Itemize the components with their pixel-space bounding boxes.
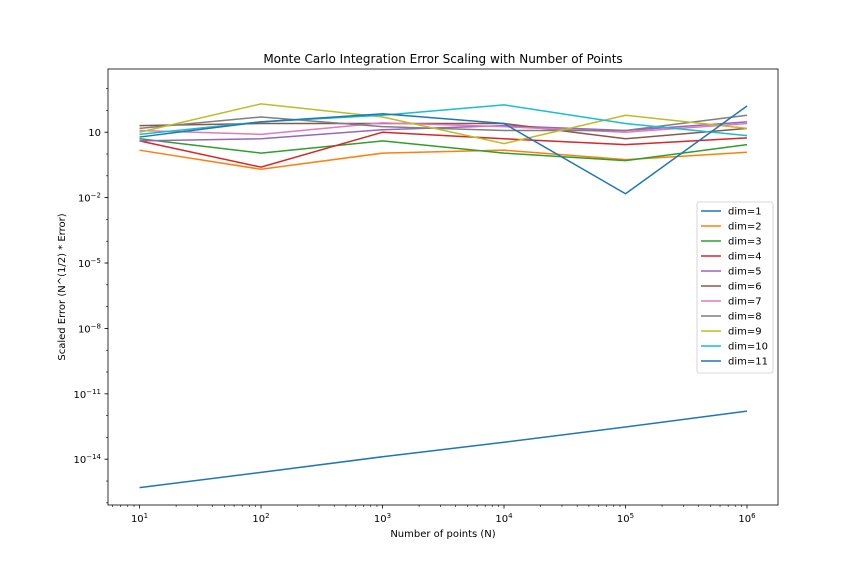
series-line-7	[139, 122, 748, 136]
legend-label: dim=8	[728, 312, 762, 323]
series-line-1	[139, 410, 748, 489]
x-tick-label: 102	[252, 512, 269, 525]
x-axis: 101 102 103 104 105 106	[112, 505, 756, 525]
y-tick-exponent: −11	[86, 388, 101, 396]
plot-frame	[107, 68, 779, 506]
x-tick-label: 106	[738, 512, 756, 525]
legend-label: dim=5	[728, 267, 762, 278]
legend-label: dim=11	[728, 357, 768, 368]
y-tick-base: 10	[78, 324, 91, 335]
x-tick-base: 10	[131, 514, 144, 525]
chart-title: Monte Carlo Integration Error Scaling wi…	[263, 52, 622, 66]
y-tick-base: 10	[73, 390, 86, 401]
x-tick-exponent: 3	[387, 512, 391, 520]
x-axis-label: Number of points (N)	[390, 529, 495, 540]
x-tick-base: 10	[617, 514, 630, 525]
y-tick-text: 10	[88, 128, 101, 139]
x-tick-label: 101	[131, 512, 148, 525]
y-axis-label: Scaled Error (N^(1/2) * Error)	[57, 213, 68, 360]
y-tick-base: 10	[78, 259, 91, 270]
x-tick-exponent: 1	[144, 512, 148, 520]
y-tick-exponent: −2	[91, 192, 101, 200]
legend-label: dim=3	[728, 237, 762, 248]
x-tick-label: 103	[374, 512, 391, 525]
legend-label: dim=2	[728, 222, 762, 233]
y-tick-label: 10	[88, 128, 101, 139]
y-tick-label: 10−14	[73, 453, 101, 466]
y-tick-exponent: −8	[91, 322, 101, 330]
x-tick-exponent: 6	[751, 512, 756, 520]
y-tick-label: 10−2	[78, 192, 101, 205]
series-line-11	[139, 105, 748, 195]
series-line-5	[139, 121, 748, 142]
x-tick-exponent: 5	[630, 512, 634, 520]
legend-label: dim=4	[728, 252, 762, 263]
y-tick-label: 10−11	[73, 388, 101, 401]
series-line-8	[139, 114, 748, 132]
x-tick-exponent: 2	[265, 512, 269, 520]
series-layer	[139, 103, 748, 489]
legend-label: dim=1	[728, 207, 762, 218]
legend-label: dim=6	[728, 282, 762, 293]
legend-label: dim=10	[728, 342, 768, 353]
x-tick-base: 10	[252, 514, 265, 525]
y-tick-label: 10−8	[78, 322, 101, 335]
legend: dim=1 dim=2 dim=3 dim=4 dim=5 dim=6 dim=7 dim=8…	[696, 201, 774, 374]
legend-label: dim=7	[728, 297, 762, 308]
x-tick-base: 10	[495, 514, 508, 525]
x-tick-label: 104	[495, 512, 513, 525]
x-tick-base: 10	[374, 514, 387, 525]
y-tick-base: 10	[78, 194, 91, 205]
legend-label: dim=9	[728, 327, 762, 338]
y-tick-exponent: −14	[86, 453, 101, 461]
y-tick-label: 10−5	[78, 257, 101, 270]
series-line-3	[139, 138, 748, 162]
x-tick-exponent: 4	[508, 512, 513, 520]
series-line-4	[139, 131, 748, 168]
y-tick-base: 10	[73, 455, 86, 466]
y-tick-exponent: −5	[91, 257, 101, 265]
x-tick-label: 105	[617, 512, 634, 525]
series-line-9	[139, 103, 748, 145]
x-tick-base: 10	[738, 514, 751, 525]
